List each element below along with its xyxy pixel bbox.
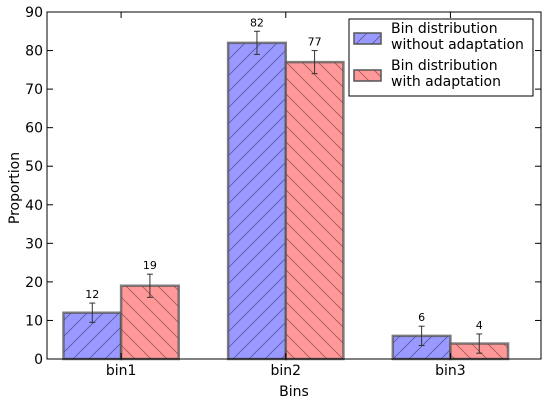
- x-tick-label-bin2: bin2: [270, 363, 301, 379]
- y-tick-label-0: 0: [34, 352, 43, 368]
- legend: Bin distribution without adaptation Bin …: [348, 18, 534, 97]
- legend-swatch-with-adaptation: [353, 69, 382, 82]
- legend-swatch-without-adaptation: [353, 32, 382, 45]
- data-label-bin2-series2: 77: [308, 36, 322, 49]
- bar-bin2-series1: [226, 41, 288, 361]
- y-tick-label-80: 80: [25, 44, 43, 60]
- bar-bin1-series2: [119, 284, 180, 361]
- x-tick-label-bin1: bin1: [106, 363, 137, 379]
- y-tick-label-20: 20: [25, 275, 43, 291]
- y-tick-label-40: 40: [25, 198, 43, 214]
- y-axis-label: Proportion: [7, 152, 23, 224]
- data-label-bin3-series1: 6: [418, 311, 425, 324]
- y-tick-label-90: 90: [25, 5, 43, 21]
- data-label-bin2-series1: 82: [250, 16, 264, 29]
- legend-label-without-adaptation: Bin distribution without adaptation: [391, 21, 524, 53]
- plot-frame: [46, 11, 542, 360]
- legend-box: [348, 18, 534, 97]
- y-tick-label-30: 30: [25, 236, 43, 252]
- y-tick-label-50: 50: [25, 159, 43, 175]
- legend-label-with-adaptation: Bin distribution with adaptation: [391, 58, 502, 90]
- x-tick-label-bin3: bin3: [435, 363, 466, 379]
- data-label-bin3-series2: 4: [476, 319, 483, 332]
- bar-bin2-series2: [284, 60, 345, 361]
- y-tick-label-10: 10: [25, 313, 43, 329]
- data-label-bin1-series2: 19: [143, 259, 157, 272]
- y-tick-label-60: 60: [25, 121, 43, 137]
- y-tick-label-70: 70: [25, 82, 43, 98]
- data-label-bin1-series1: 12: [85, 288, 99, 301]
- x-axis-label: Bins: [279, 384, 309, 400]
